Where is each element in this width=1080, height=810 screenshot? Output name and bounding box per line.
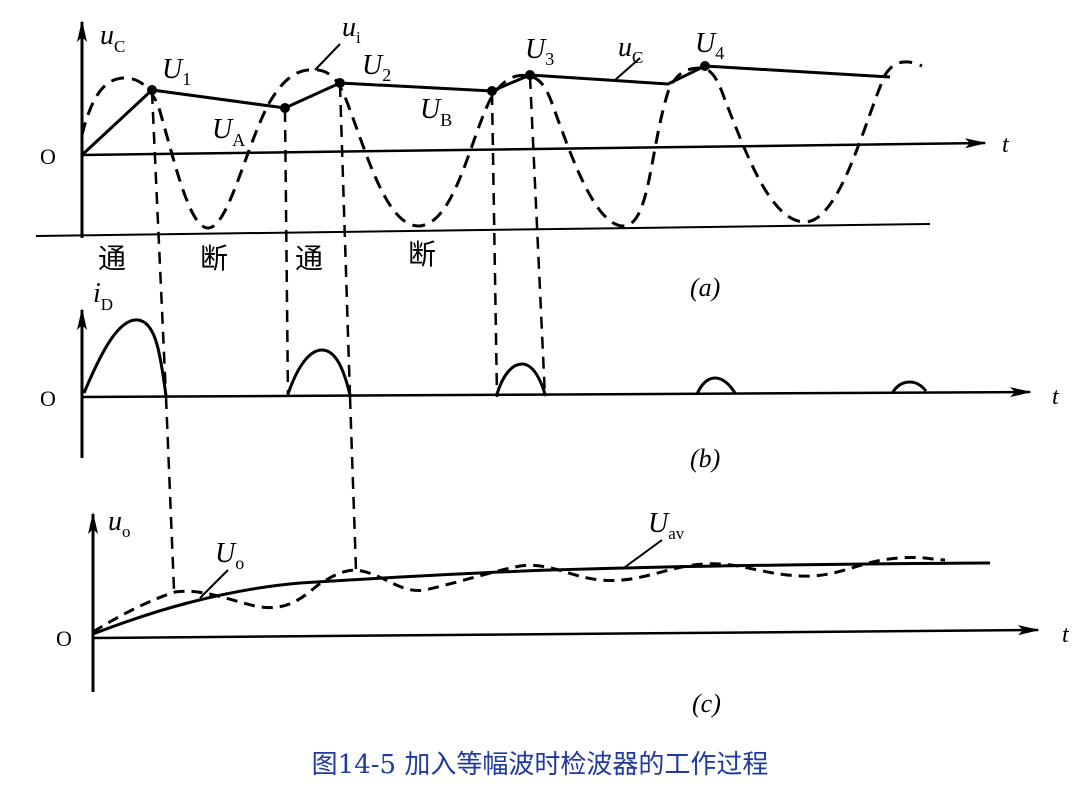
- panel-a-y-label: uC: [100, 20, 125, 56]
- state-off-2: 断: [408, 238, 436, 271]
- panel-b-tag: (b): [690, 444, 720, 473]
- label-u1: U1: [162, 54, 191, 89]
- label-u4: U4: [695, 28, 724, 63]
- diode-current-pulse-5: [891, 380, 928, 393]
- leader-uav: [624, 539, 663, 568]
- panel-c-t-label: t: [1062, 622, 1070, 648]
- label-uav: Uav: [648, 508, 685, 543]
- diode-current-pulse-3: [495, 362, 547, 395]
- panel-c: uo O t Uo Uav (c): [56, 506, 1070, 718]
- label-u2: U2: [362, 50, 391, 85]
- panel-a-t-axis: [81, 138, 987, 157]
- point-u1: [147, 85, 157, 95]
- panel-a-bottom-line: [35, 223, 931, 237]
- point-u2: [335, 78, 345, 88]
- diode-current-pulse-1: [82, 318, 168, 397]
- panel-c-t-axis: [92, 625, 1040, 640]
- label-uc-right: uC: [618, 32, 643, 67]
- panel-b-t-label: t: [1052, 384, 1060, 410]
- state-off-1: 断: [200, 242, 228, 275]
- panel-a-tag: (a): [690, 273, 720, 302]
- projection-lines: [150, 76, 547, 591]
- panel-a-origin: O: [40, 144, 56, 169]
- panel-b-t-axis: [81, 387, 1032, 399]
- leader-ui: [314, 43, 341, 71]
- panel-b: iD O t (b): [40, 278, 1060, 473]
- detector-diagram: uC O t ui uC U1 U2 U3 U4 UA UB 通 断 通 断 (…: [35, 12, 1070, 718]
- label-ui: ui: [342, 12, 361, 47]
- figure-caption: 图14-5 加入等幅波时检波器的工作过程: [311, 750, 769, 780]
- diode-current-pulse-4: [695, 376, 737, 395]
- label-u3: U3: [525, 34, 554, 69]
- panel-c-tag: (c): [692, 689, 721, 718]
- label-uo: Uo: [215, 538, 244, 573]
- state-on-2: 通: [295, 242, 323, 275]
- label-ub: UB: [420, 94, 452, 130]
- point-ua: [280, 103, 290, 113]
- diode-current-pulse-2: [286, 348, 352, 396]
- leader-uo: [199, 569, 229, 599]
- output-ripple-uo: [92, 555, 946, 634]
- capacitor-voltage-uc: [80, 64, 891, 157]
- panel-a-t-label: t: [1002, 132, 1010, 158]
- panel-b-origin: O: [40, 386, 56, 411]
- panel-a: uC O t ui uC U1 U2 U3 U4 UA UB 通 断 通 断 (…: [35, 12, 1010, 302]
- panel-b-y-label: iD: [93, 278, 113, 314]
- point-u3: [525, 70, 535, 80]
- label-ua: UA: [212, 114, 245, 150]
- input-wave-ui: [80, 60, 923, 230]
- state-on-1: 通: [98, 242, 126, 275]
- point-ub: [487, 86, 497, 96]
- panel-c-y-label: uo: [108, 506, 131, 541]
- point-u4: [700, 61, 710, 71]
- leader-uc: [614, 57, 641, 81]
- panel-c-origin: O: [56, 626, 72, 651]
- average-output-uav: [92, 561, 991, 636]
